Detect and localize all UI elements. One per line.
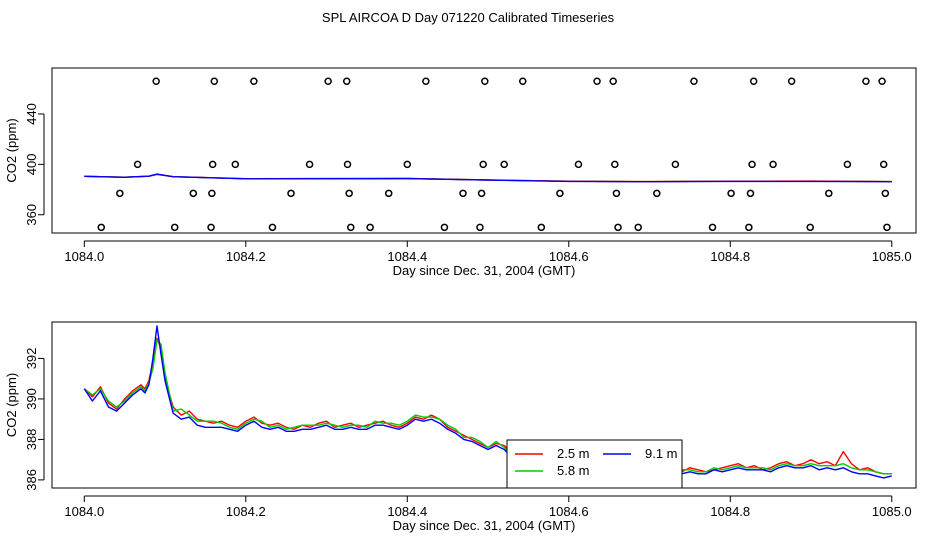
- data-point: [347, 223, 355, 232]
- x-tick-label: 1084.2: [226, 249, 266, 264]
- data-point: [342, 77, 351, 85]
- y-tick-label: 440: [24, 103, 39, 125]
- data-point: [481, 77, 489, 85]
- y-tick-label: 386: [24, 469, 39, 491]
- data-point: [343, 160, 352, 169]
- data-point: [384, 189, 393, 198]
- data-point: [883, 223, 891, 232]
- series-line-2-5m: [83, 337, 892, 477]
- data-point: [324, 77, 332, 85]
- data-point: [690, 77, 698, 85]
- data-point: [519, 77, 527, 85]
- data-point: [440, 223, 449, 232]
- legend-label: 5.8 m: [557, 463, 590, 478]
- data-point: [345, 189, 353, 198]
- figure-title: SPL AIRCOA D Day 071220 Calibrated Times…: [322, 10, 615, 25]
- data-point: [476, 223, 484, 232]
- y-tick-label: 390: [24, 388, 39, 410]
- data-point: [653, 189, 661, 198]
- data-point: [133, 160, 142, 169]
- data-point: [708, 223, 717, 232]
- data-point: [477, 189, 486, 198]
- y-tick-label: 388: [24, 429, 39, 451]
- x-tick-label: 1084.8: [710, 249, 750, 264]
- data-point: [459, 189, 467, 198]
- x-tick-label: 1084.8: [710, 504, 750, 519]
- data-point: [825, 189, 833, 198]
- x-tick-label: 1084.0: [64, 249, 104, 264]
- data-point: [574, 160, 583, 169]
- legend-box: [506, 439, 683, 489]
- x-tick-label: 1084.0: [64, 504, 104, 519]
- data-point: [97, 223, 106, 232]
- data-point: [769, 160, 777, 169]
- data-point: [746, 189, 755, 198]
- series-line-9-1m: [83, 325, 892, 481]
- data-point: [208, 189, 216, 198]
- top-panel: 1084.0 1084.2 1084.4 1084.6 1084.8 1085.0 Day …: [4, 67, 917, 278]
- data-point: [537, 223, 546, 232]
- plot-frame: [51, 67, 917, 234]
- x-tick-label: 1084.4: [387, 504, 427, 519]
- legend-label: 2.5 m: [557, 446, 590, 461]
- y-axis-label: CO2 (ppm): [4, 373, 19, 437]
- y-tick-label: 392: [24, 348, 39, 370]
- data-point: [787, 77, 796, 85]
- data-point: [268, 223, 277, 232]
- data-point: [727, 189, 735, 198]
- legend-label: 9.1 m: [645, 446, 678, 461]
- data-point: [612, 189, 621, 198]
- data-point: [749, 77, 758, 85]
- data-point: [287, 189, 295, 198]
- x-tick-label: 1084.2: [226, 504, 266, 519]
- data-point: [879, 160, 888, 169]
- data-point: [422, 77, 430, 85]
- data-point: [208, 160, 217, 169]
- bottom-panel: 1084.0 1084.2 1084.4 1084.6 1084.8 1085.0 Day …: [4, 321, 917, 533]
- x-axis-label: Day since Dec. 31, 2004 (GMT): [393, 518, 576, 533]
- data-point: [479, 160, 487, 169]
- data-point: [609, 77, 617, 85]
- data-point: [210, 77, 219, 85]
- y-tick-label: 400: [24, 154, 39, 176]
- data-point: [207, 223, 215, 232]
- data-point: [671, 160, 680, 169]
- data-point: [614, 223, 622, 232]
- x-tick-label: 1084.6: [549, 249, 589, 264]
- plot-frame: [51, 321, 917, 489]
- data-point: [881, 189, 890, 198]
- data-point: [366, 223, 374, 232]
- data-point: [403, 160, 412, 169]
- data-point: [305, 160, 314, 169]
- series-line-blue: [84, 173, 892, 183]
- data-point: [611, 160, 619, 169]
- data-point: [170, 223, 179, 232]
- data-point: [231, 160, 240, 169]
- y-axis-label: CO2 (ppm): [4, 118, 19, 182]
- data-point: [593, 77, 601, 85]
- data-point: [862, 77, 870, 85]
- x-axis-label: Day since Dec. 31, 2004 (GMT): [393, 263, 576, 278]
- x-tick-label: 1084.4: [387, 249, 427, 264]
- data-point: [116, 189, 124, 198]
- data-point: [250, 77, 258, 85]
- x-tick-label: 1085.0: [872, 249, 912, 264]
- data-point: [843, 160, 852, 169]
- x-tick-label: 1084.6: [549, 504, 589, 519]
- x-tick-label: 1085.0: [872, 504, 912, 519]
- data-point: [806, 223, 814, 232]
- data-point: [748, 160, 756, 169]
- data-point: [189, 189, 198, 198]
- data-point: [878, 77, 886, 85]
- data-point: [500, 160, 508, 169]
- y-tick-label: 360: [24, 204, 39, 226]
- data-point: [556, 189, 564, 198]
- data-point: [152, 77, 160, 85]
- data-point: [745, 223, 753, 232]
- data-point: [634, 223, 642, 232]
- series-line-5-8m: [83, 339, 892, 477]
